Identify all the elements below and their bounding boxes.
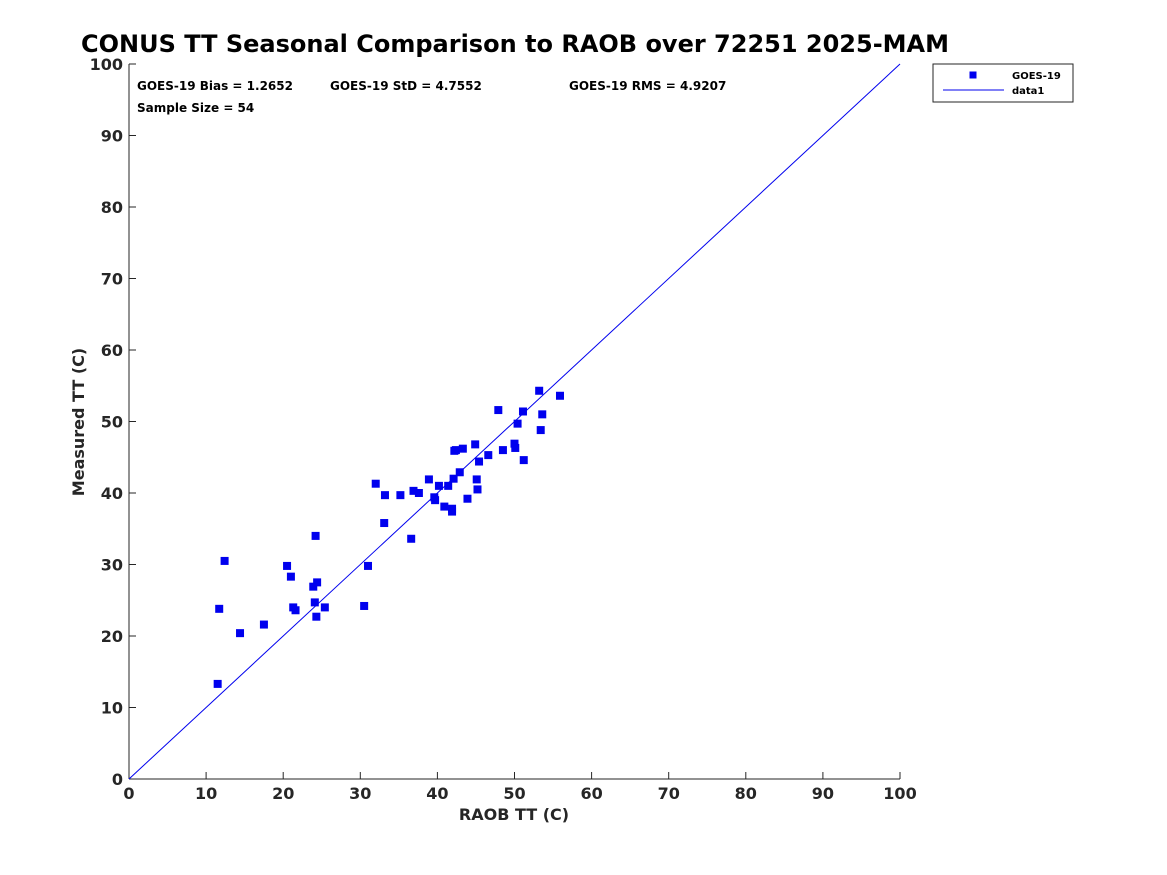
- data-point: [455, 468, 464, 477]
- data-point: [498, 446, 507, 455]
- data-point: [538, 410, 547, 419]
- data-point: [463, 494, 472, 503]
- data-point: [440, 502, 449, 511]
- data-point: [535, 386, 544, 395]
- x-tick-label: 80: [735, 784, 757, 803]
- data-point: [458, 444, 467, 453]
- x-tick-label: 70: [658, 784, 680, 803]
- y-tick-label: 90: [101, 127, 123, 146]
- data-point: [484, 451, 493, 460]
- y-tick-label: 40: [101, 484, 123, 503]
- data-point: [312, 612, 321, 621]
- data-point: [407, 534, 416, 543]
- x-tick-label: 30: [349, 784, 371, 803]
- x-tick-label: 20: [272, 784, 294, 803]
- x-tick-label: 90: [812, 784, 834, 803]
- stat-bias: GOES-19 Bias = 1.2652: [137, 79, 293, 93]
- x-tick-label: 60: [580, 784, 602, 803]
- data-point: [475, 457, 484, 466]
- data-point: [444, 481, 453, 490]
- data-point: [449, 474, 458, 483]
- y-tick-label: 0: [112, 770, 123, 789]
- data-point: [213, 679, 222, 688]
- data-point: [311, 531, 320, 540]
- data-point: [555, 391, 564, 400]
- x-tick-label: 10: [195, 784, 217, 803]
- data-point: [409, 486, 418, 495]
- data-point: [215, 604, 224, 613]
- data-point: [451, 446, 460, 455]
- data-point: [380, 491, 389, 500]
- data-point: [286, 572, 295, 581]
- data-point: [380, 519, 389, 528]
- data-point: [371, 479, 380, 488]
- x-axis-label: RAOB TT (C): [459, 805, 569, 824]
- data-point: [309, 582, 318, 591]
- data-point: [434, 481, 443, 490]
- y-tick-label: 70: [101, 270, 123, 289]
- data-point: [220, 556, 229, 565]
- data-point: [471, 440, 480, 449]
- y-axis-label: Measured TT (C): [69, 348, 88, 496]
- data-point: [310, 598, 319, 607]
- y-tick-label: 50: [101, 413, 123, 432]
- data-point: [513, 419, 522, 428]
- legend: GOES-19 data1: [932, 63, 1074, 103]
- data-point: [536, 426, 545, 435]
- data-point: [320, 603, 329, 612]
- data-point: [472, 475, 481, 484]
- tick-layer: 0 10 20 30 40 50 60 70 80 90 100 0 10 20 30 40 50 60 70 80 9…: [90, 55, 917, 803]
- data-point: [313, 578, 322, 587]
- x-tick-label: 0: [123, 784, 134, 803]
- data-point: [518, 407, 527, 416]
- marks-layer: [128, 63, 901, 780]
- data-point: [364, 561, 373, 570]
- legend-label-data1: data1: [1012, 86, 1044, 97]
- data-point: [448, 507, 457, 516]
- data-point: [473, 485, 482, 494]
- x-tick-label: 50: [503, 784, 525, 803]
- data-point: [510, 439, 519, 448]
- stat-sample-size: Sample Size = 54: [137, 101, 254, 115]
- data-point: [236, 629, 245, 638]
- data-point: [291, 606, 300, 615]
- y-tick-label: 80: [101, 198, 123, 217]
- chart-title: CONUS TT Seasonal Comparison to RAOB ove…: [81, 30, 949, 58]
- data-point: [259, 620, 268, 629]
- plot-area: 0 10 20 30 40 50 60 70 80 90 100 0 10 20 30 40 50 60 70 80 9…: [90, 55, 917, 803]
- legend-marker-goes19: [969, 71, 977, 79]
- y-tick-label: 10: [101, 699, 123, 718]
- data-point: [519, 456, 528, 465]
- data-point: [396, 491, 405, 500]
- data-point: [283, 561, 292, 570]
- y-tick-label: 30: [101, 556, 123, 575]
- data-point: [431, 496, 440, 505]
- stat-std: GOES-19 StD = 4.7552: [330, 79, 482, 93]
- data-point: [414, 489, 423, 497]
- legend-label-goes19: GOES-19: [1012, 71, 1061, 82]
- stat-rms: GOES-19 RMS = 4.9207: [569, 79, 726, 93]
- data-point: [360, 601, 369, 610]
- y-tick-label: 100: [90, 55, 123, 74]
- y-tick-label: 20: [101, 627, 123, 646]
- data-point: [511, 443, 520, 452]
- data-point: [424, 475, 433, 484]
- y-tick-label: 60: [101, 341, 123, 360]
- x-tick-label: 40: [426, 784, 448, 803]
- data-point: [494, 406, 503, 415]
- x-tick-label: 100: [883, 784, 916, 803]
- legend-box: [932, 63, 1074, 103]
